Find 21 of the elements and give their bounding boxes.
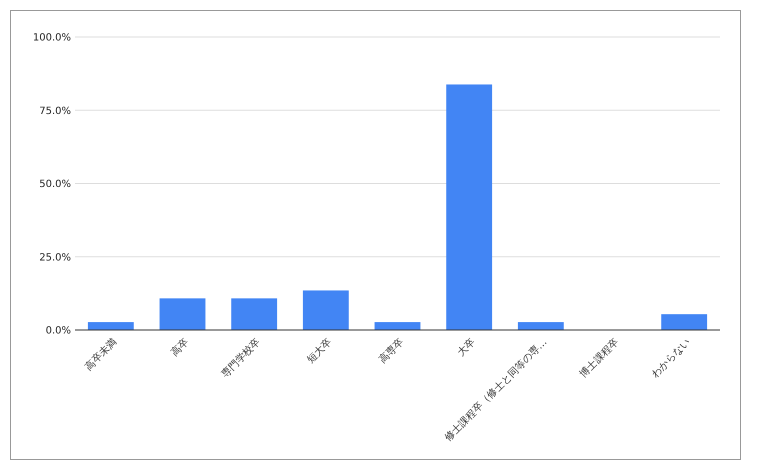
y-tick-label: 0.0% [46, 326, 71, 336]
bar [446, 84, 492, 330]
bar [374, 322, 420, 330]
bar [231, 298, 278, 330]
y-tick-label: 25.0% [39, 252, 71, 264]
y-tick-label: 50.0% [39, 179, 71, 190]
bar [661, 314, 708, 330]
bar [518, 322, 564, 330]
bar [88, 322, 134, 330]
bar [302, 290, 349, 330]
x-tick-label: 高専卒 [376, 336, 406, 366]
x-tick-label: 短大卒 [304, 336, 334, 366]
x-tick-label: 専門学校卒 [218, 336, 263, 380]
x-tick-label: 高卒 [168, 336, 192, 359]
y-tick-label: 75.0% [39, 106, 71, 117]
x-tick-label: 大卒 [455, 336, 478, 359]
x-tick-label: 高卒未満 [82, 336, 120, 373]
y-tick-label: 100.0% [32, 32, 71, 44]
x-tick-label: わからない [650, 336, 693, 380]
x-tick-label: 博士課程卒 [577, 336, 622, 380]
bar [160, 298, 206, 330]
